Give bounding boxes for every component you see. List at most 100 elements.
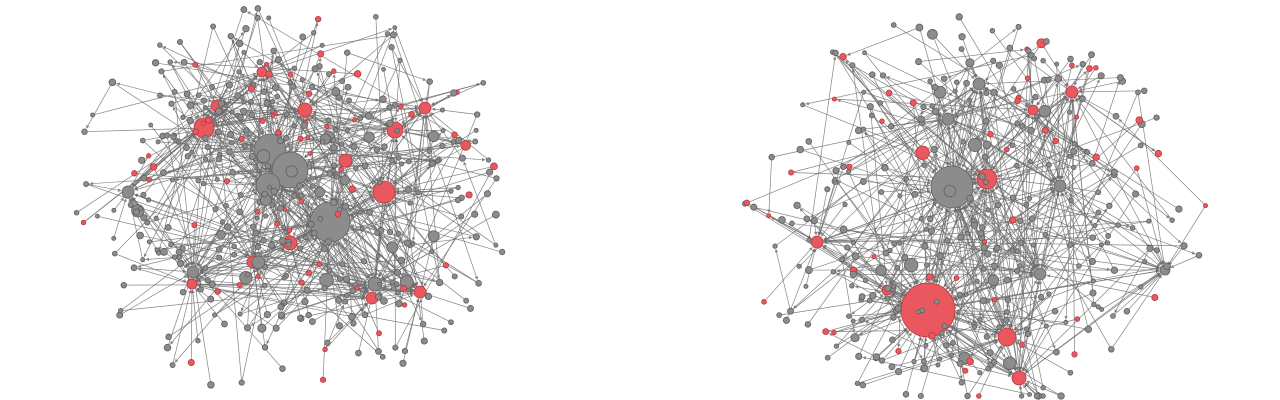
left-edge (304, 141, 323, 158)
left-red-node (264, 61, 270, 67)
left-grey-node (311, 229, 318, 237)
right-grey-node (1016, 217, 1024, 225)
left-edge (430, 112, 489, 161)
right-grey-node (750, 203, 758, 211)
right-edge (862, 356, 1030, 395)
right-grey-node (980, 243, 988, 252)
left-red-node (305, 90, 313, 97)
left-edge (268, 17, 373, 277)
right-grey-node (918, 215, 924, 221)
left-grey-node (451, 273, 458, 280)
left-red-node (401, 302, 408, 308)
left-grey-node (108, 78, 117, 87)
left-red-node (353, 70, 362, 78)
right-grey-node (1089, 289, 1097, 297)
left-edge (267, 45, 323, 70)
right-edge (836, 273, 899, 309)
left-red-node (418, 101, 432, 115)
right-grey-node (846, 169, 852, 175)
left-edge (191, 225, 196, 266)
left-grey-node (266, 15, 272, 21)
left-grey-node (458, 213, 465, 220)
left-edge (134, 109, 306, 190)
left-edge (341, 143, 377, 184)
right-edge (852, 65, 991, 276)
left-grey-node (216, 230, 226, 240)
right-grey-node (985, 298, 991, 304)
right-grey-node (1163, 262, 1171, 271)
left-edge (132, 136, 174, 187)
left-edge (299, 292, 414, 319)
left-edge (220, 111, 384, 358)
left-edge (199, 271, 421, 293)
left-grey-node (364, 112, 373, 120)
right-grey-node (911, 190, 919, 198)
right-grey-node (930, 145, 938, 154)
left-grey-node (219, 219, 226, 225)
left-grey-node (344, 293, 350, 299)
right-edge (1046, 274, 1155, 298)
left-red-node (338, 166, 344, 173)
right-red-node (1011, 370, 1027, 386)
right-grey-node (1003, 308, 1010, 315)
left-grey-node (227, 32, 234, 40)
left-red-node (460, 140, 471, 151)
right-red-node (1086, 65, 1093, 72)
left-edge (198, 94, 298, 111)
right-grey-node (933, 298, 940, 305)
left-grey-node (90, 112, 96, 118)
left-edge (84, 126, 194, 133)
left-grey-node (435, 158, 441, 164)
right-grey-node (1045, 76, 1052, 83)
left-grey-node (344, 49, 351, 56)
left-edge (172, 289, 192, 366)
right-edge (898, 332, 912, 352)
right-edge (851, 89, 976, 287)
left-edge (381, 214, 497, 281)
right-grey-node (1006, 44, 1014, 52)
right-grey-node (1037, 293, 1045, 301)
left-grey-node (326, 71, 332, 77)
right-grey-node (902, 391, 910, 398)
left-red-node (298, 279, 305, 286)
right-edge (950, 83, 967, 114)
left-nodes (73, 5, 506, 389)
right-edge (891, 338, 998, 368)
right-edge (1027, 133, 1047, 334)
left-grey-node (359, 226, 365, 232)
left-edge (137, 268, 218, 292)
right-red-node (1003, 146, 1010, 153)
right-edge (875, 328, 908, 359)
right-grey-node (1010, 86, 1017, 92)
right-grey-node (1088, 160, 1096, 167)
right-red-node (915, 145, 930, 160)
left-grey-node (260, 237, 267, 244)
left-grey-node (320, 139, 326, 145)
left-edge (376, 232, 422, 321)
left-network-panel (73, 5, 506, 389)
left-grey-node (380, 297, 388, 305)
right-edge (921, 87, 974, 120)
right-red-node (1203, 203, 1208, 209)
left-red-node (442, 262, 449, 269)
left-grey-node (326, 170, 334, 177)
right-grey-node (1089, 234, 1096, 241)
right-grey-node (952, 88, 958, 94)
right-red-node (1154, 149, 1163, 158)
right-grey-node (846, 313, 852, 319)
left-grey-node (145, 197, 152, 203)
left-edge (161, 71, 198, 120)
left-grey-node (237, 311, 243, 317)
left-edge (207, 279, 366, 299)
left-grey-node (254, 243, 262, 251)
right-red-node (1019, 341, 1025, 348)
left-grey-node (283, 111, 290, 118)
right-grey-node (869, 71, 876, 79)
left-grey-node (448, 188, 454, 194)
right-grey-node (1004, 296, 1012, 304)
right-red-node (885, 89, 893, 97)
right-grey-node (887, 247, 893, 254)
right-edge (918, 48, 1024, 62)
right-grey-node (858, 316, 865, 323)
left-grey-node (472, 138, 479, 145)
